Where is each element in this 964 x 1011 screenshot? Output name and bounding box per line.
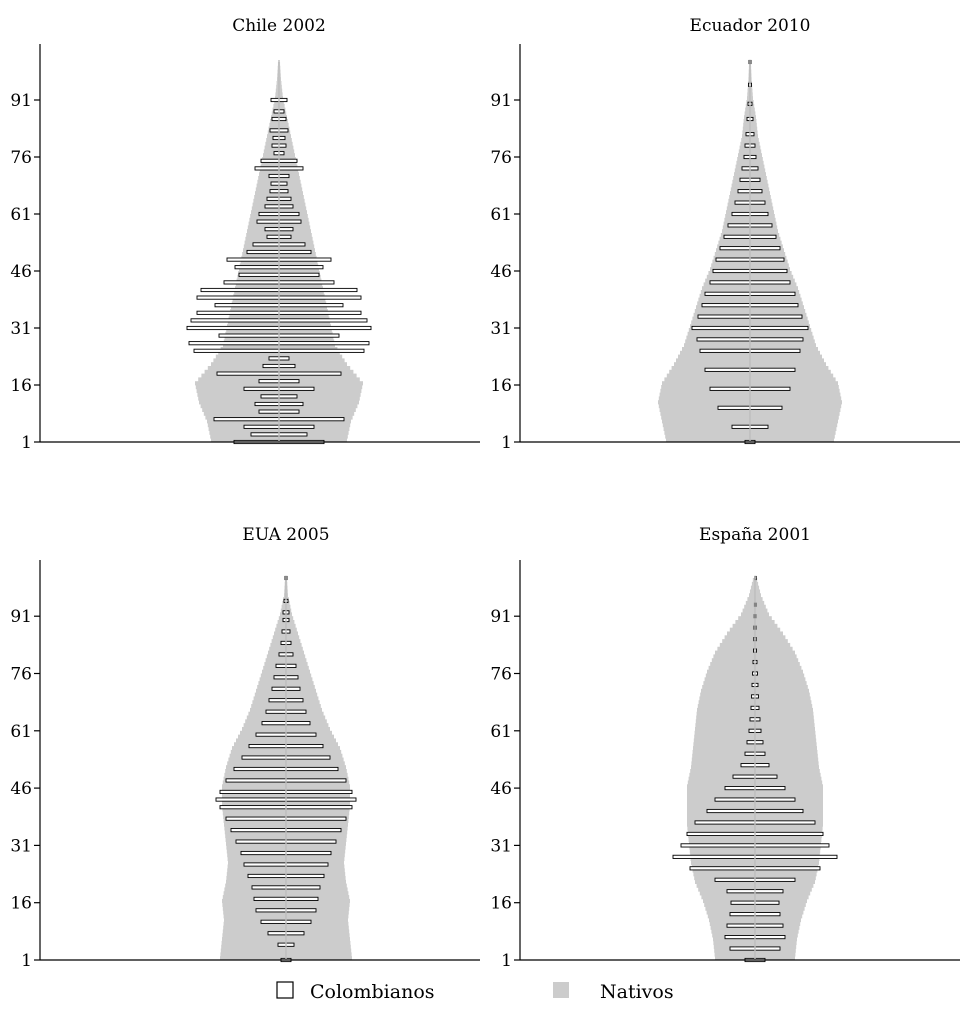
y-tick-label: 91 xyxy=(10,91,32,111)
legend-label-nativos: Nativos xyxy=(600,981,674,1003)
y-tick-label: 76 xyxy=(10,148,32,168)
y-tick-label: 1 xyxy=(501,951,512,971)
y-tick-label: 76 xyxy=(10,665,32,685)
panel-title: España 2001 xyxy=(699,525,811,545)
legend-label-colombianos: Colombianos xyxy=(310,981,435,1003)
y-tick-label: 16 xyxy=(490,894,512,914)
y-tick-label: 16 xyxy=(10,894,32,914)
y-tick-label: 61 xyxy=(490,722,512,742)
legend-swatch-nativos xyxy=(553,982,569,998)
y-tick-label: 16 xyxy=(10,376,32,396)
y-tick-label: 76 xyxy=(490,665,512,685)
panel-title: EUA 2005 xyxy=(242,525,329,545)
y-tick-label: 31 xyxy=(10,836,32,856)
y-tick-label: 46 xyxy=(490,779,512,799)
y-tick-label: 61 xyxy=(10,722,32,742)
y-tick-label: 1 xyxy=(501,433,512,453)
y-tick-label: 91 xyxy=(490,91,512,111)
pyramid-panel-1: Chile 2002 1 16 31 46 61 76 91 xyxy=(10,16,480,453)
panel-title: Ecuador 2010 xyxy=(690,16,811,36)
legend-swatch-colombianos xyxy=(276,981,294,999)
pyramid-panel-2: Ecuador 2010 1 16 31 46 61 76 91 xyxy=(490,16,960,453)
y-tick-label: 46 xyxy=(10,262,32,282)
y-tick-label: 61 xyxy=(10,205,32,225)
y-tick-label: 91 xyxy=(490,607,512,627)
pyramid-panels: Chile 2002 1 16 31 46 61 76 91 Ecuador 2010 1 16 31… xyxy=(10,16,960,971)
y-tick-label: 1 xyxy=(21,951,32,971)
y-tick-label: 16 xyxy=(490,376,512,396)
y-tick-label: 1 xyxy=(21,433,32,453)
y-tick-label: 76 xyxy=(490,148,512,168)
y-tick-label: 61 xyxy=(490,205,512,225)
panel-title: Chile 2002 xyxy=(232,16,326,36)
y-tick-label: 91 xyxy=(10,607,32,627)
y-tick-label: 31 xyxy=(490,836,512,856)
y-tick-label: 46 xyxy=(490,262,512,282)
legend: Colombianos Nativos xyxy=(276,981,674,1003)
pyramid-panel-4: España 2001 1 16 31 46 61 76 91 xyxy=(490,525,960,971)
y-tick-label: 46 xyxy=(10,779,32,799)
y-tick-label: 31 xyxy=(490,319,512,339)
y-tick-label: 31 xyxy=(10,319,32,339)
pyramid-panel-3: EUA 2005 1 16 31 46 61 76 91 xyxy=(10,525,480,971)
